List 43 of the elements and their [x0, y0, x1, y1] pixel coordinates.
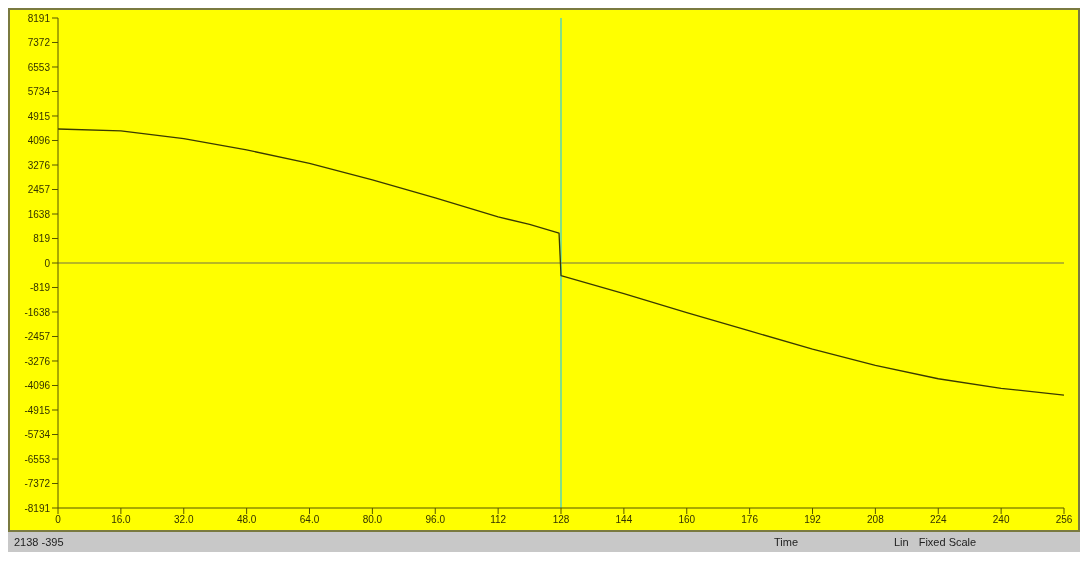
y-tick-label: -8191: [24, 502, 51, 514]
y-tick-label: -819: [29, 282, 51, 294]
y-tick-label: 4096: [27, 135, 51, 147]
x-tick-label: 208: [867, 514, 885, 526]
x-tick-label: 240: [992, 514, 1010, 526]
y-tick-label: -7372: [24, 478, 51, 490]
y-tick-label: 5734: [27, 86, 51, 98]
y-tick-label: 3276: [27, 159, 51, 171]
y-tick-label: -3276: [24, 355, 51, 367]
x-tick-label: 32.0: [174, 514, 194, 526]
y-tick-label: 1638: [27, 208, 51, 220]
y-tick-label: 4915: [27, 110, 51, 122]
x-tick-label: 96.0: [425, 514, 446, 526]
y-tick-label: -4096: [24, 380, 51, 392]
x-tick-label: 16.0: [111, 514, 132, 526]
x-tick-label: 48.0: [236, 514, 257, 526]
line-series: [58, 128, 1064, 396]
x-tick-label: 160: [678, 514, 696, 526]
y-tick-label: 819: [33, 233, 51, 245]
text: Fixed Scale: [918, 536, 977, 548]
x-tick-label: 128: [552, 514, 570, 526]
y-tick-label: 8191: [27, 12, 51, 24]
x-tick-label: 64.0: [299, 514, 320, 526]
x-tick-label: 256: [1055, 514, 1073, 526]
x-tick-label: 144: [615, 514, 633, 526]
y-tick-label: 7372: [27, 37, 51, 49]
y-tick-label: 2457: [27, 184, 51, 196]
x-tick-label: 112: [490, 514, 507, 526]
text: 2138 -395: [13, 536, 65, 548]
y-tick-label: -5734: [24, 429, 51, 441]
x-tick-label: 192: [804, 514, 822, 526]
text: Lin: [894, 536, 909, 548]
x-tick-label: 224: [929, 514, 948, 526]
x-tick-label: 176: [741, 514, 759, 526]
x-tick-label: 0: [55, 514, 62, 526]
y-tick-label: 0: [44, 257, 51, 269]
y-tick-label: 6553: [27, 61, 51, 73]
y-tick-label: -1638: [24, 306, 51, 318]
x-axis-title: Time: [774, 536, 800, 548]
y-tick-label: -4915: [24, 404, 51, 416]
y-tick-label: -6553: [24, 453, 51, 465]
x-tick-label: 80.0: [362, 514, 383, 526]
y-tick-label: -2457: [24, 331, 51, 343]
